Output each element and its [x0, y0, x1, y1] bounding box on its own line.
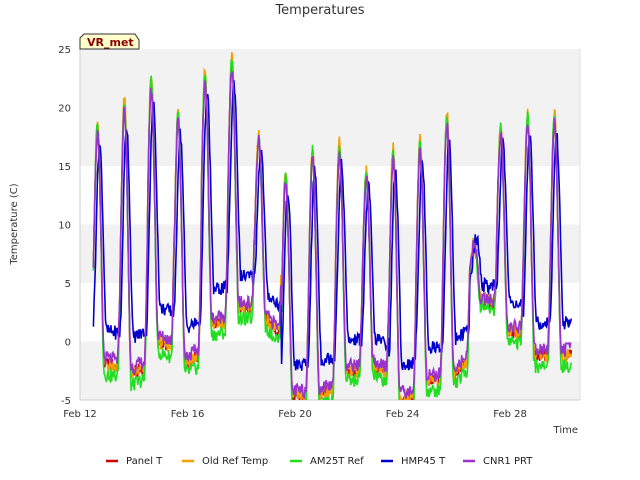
legend-label: Old Ref Temp: [202, 456, 268, 467]
legend-label: AM25T Ref: [310, 456, 364, 467]
y-tick-label: -5: [61, 396, 71, 407]
series-line-cnr1-prt: [92, 71, 572, 400]
x-tick-label: Feb 28: [493, 409, 527, 420]
y-tick-label: 10: [58, 221, 71, 232]
plot-area: -5 0 5 10 15 20 25 Feb 12 Feb 16 Feb 20 Feb 24 Feb …: [58, 45, 581, 420]
chart-title: Temperatures: [274, 3, 364, 18]
x-axis-label: Time: [553, 425, 578, 436]
legend-label: CNR1 PRT: [483, 456, 533, 467]
legend: Panel T Old Ref Temp AM25T Ref HMP45 T CNR1 …: [106, 456, 533, 467]
legend-label: Panel T: [126, 456, 163, 467]
y-tick-label: 5: [65, 279, 71, 290]
x-tick-label: Feb 24: [386, 409, 420, 420]
vr-met-badge: VR_met: [79, 33, 140, 50]
x-tick-label: Feb 16: [171, 409, 205, 420]
grid-band: [80, 107, 580, 166]
legend-label: HMP45 T: [401, 456, 446, 467]
y-tick-label: 0: [65, 338, 71, 349]
badge-text: VR_met: [87, 36, 134, 49]
x-tick-label: Feb 20: [278, 409, 312, 420]
x-tick-label: Feb 12: [63, 409, 97, 420]
grid-band: [80, 49, 580, 108]
y-tick-label: 20: [58, 104, 71, 115]
y-axis-label: Temperature (C): [9, 183, 20, 265]
y-tick-label: 25: [58, 45, 71, 56]
y-tick-label: 15: [58, 162, 71, 173]
